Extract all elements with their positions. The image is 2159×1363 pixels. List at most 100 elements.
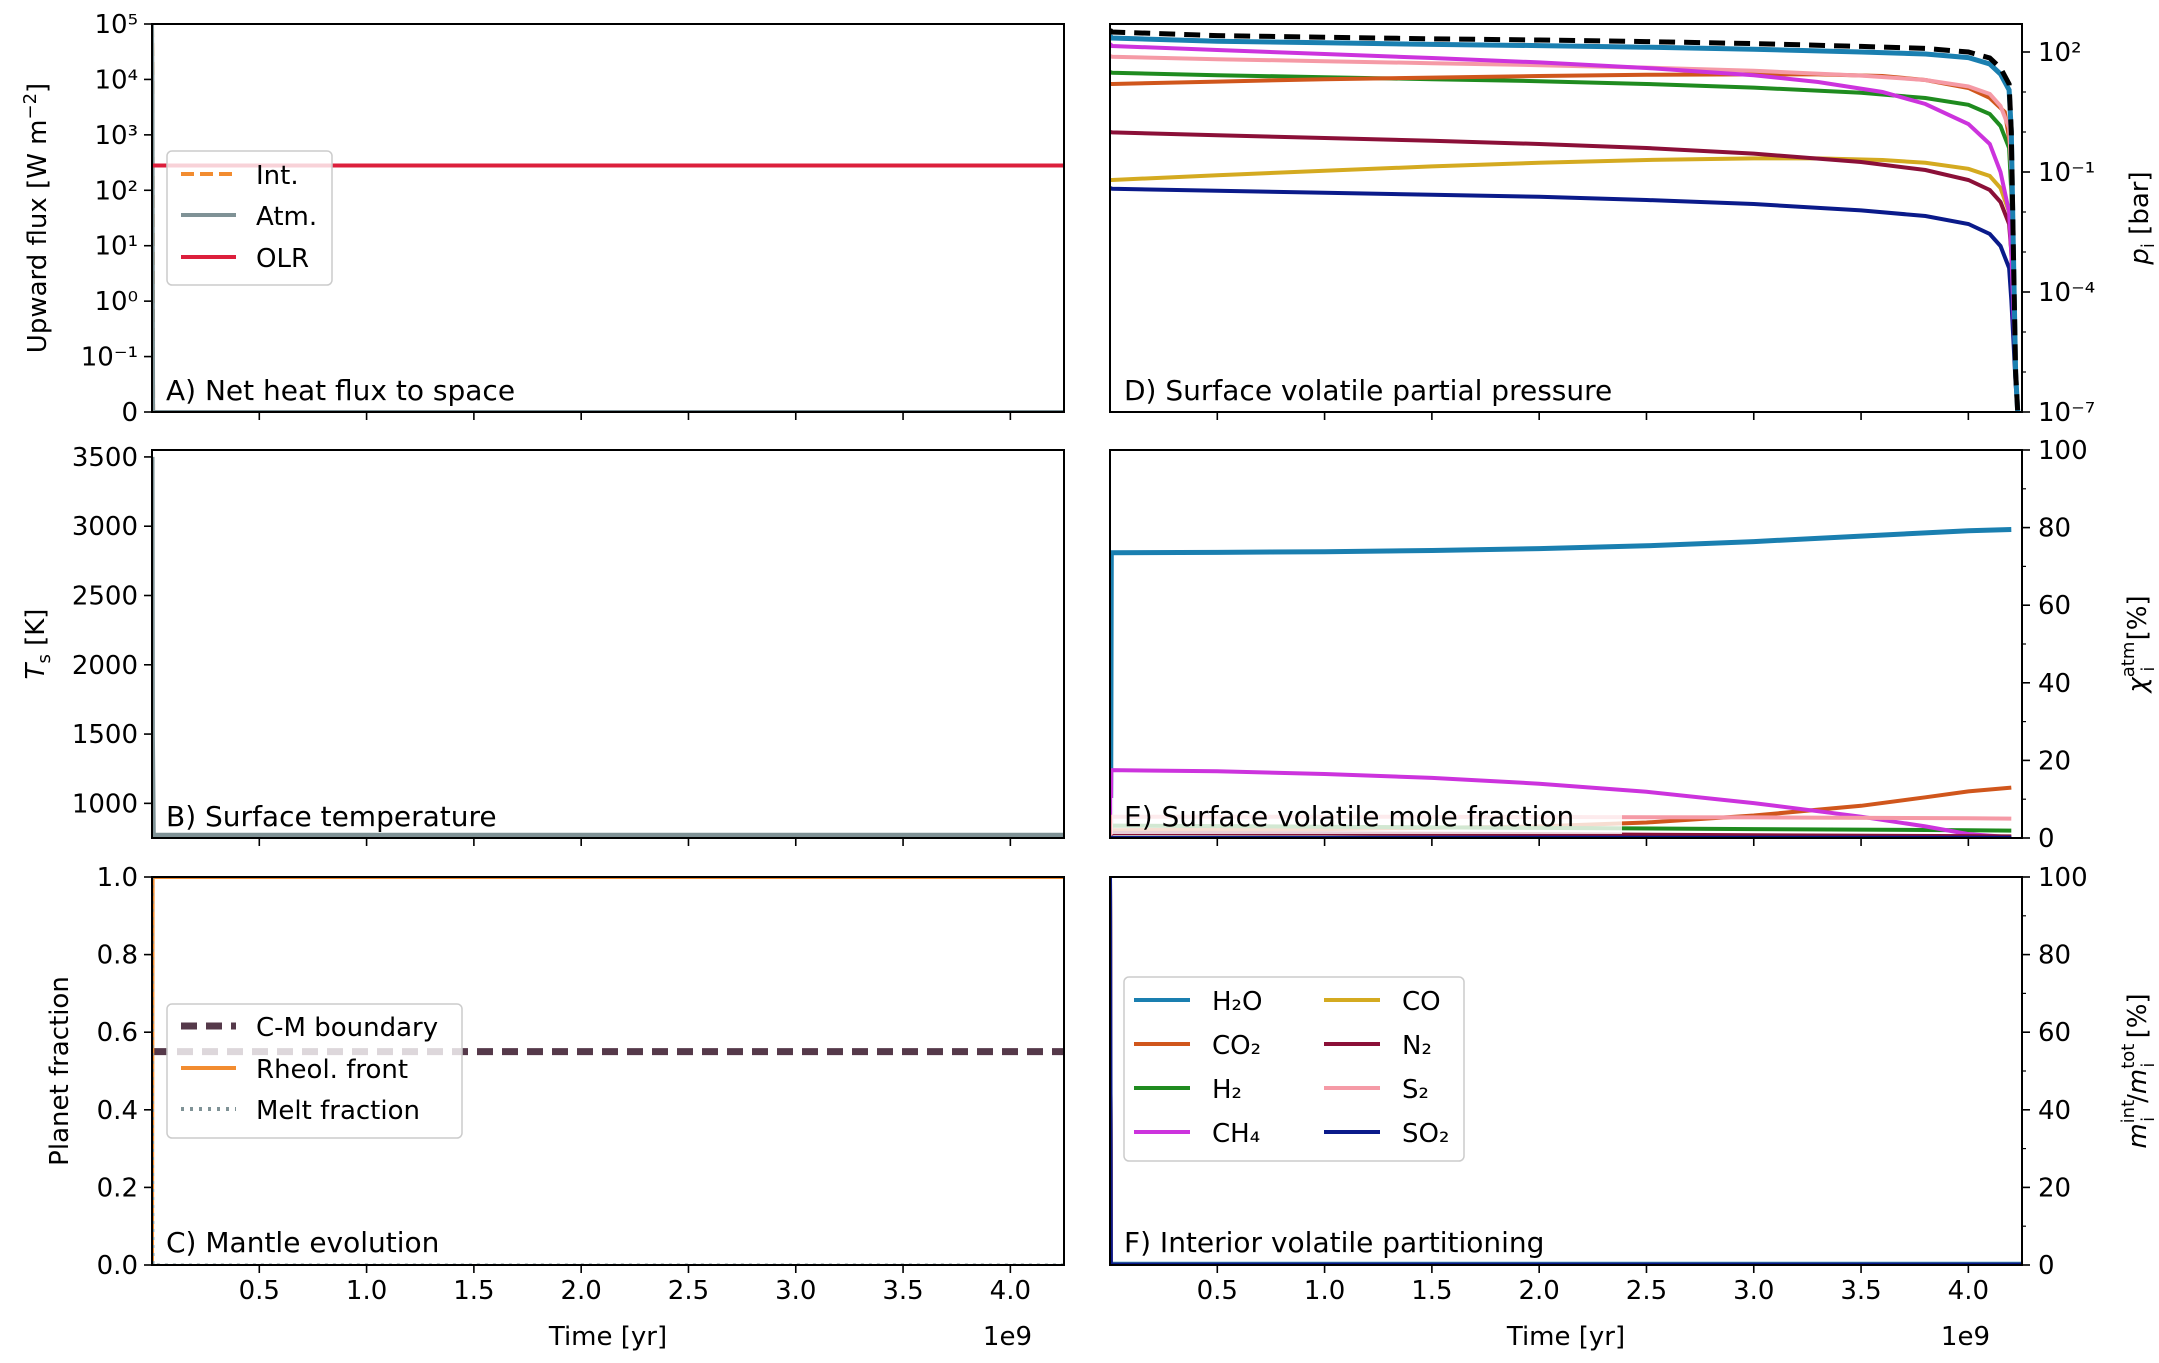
x-tick-label: 3.0 (1733, 1276, 1774, 1306)
panel-a-x-ticks (258, 412, 1012, 420)
y-tick-label: 10⁻¹ (2038, 158, 2095, 188)
panel-c-xlabel: Time [yr] (548, 1322, 667, 1352)
legend-cmb-label: C-M boundary (256, 1013, 438, 1043)
y-tick-label: 100 (2038, 436, 2088, 466)
x-tick-label: 1.0 (1304, 1276, 1345, 1306)
panel-f-x-ticks: 0.5 1.0 1.5 2.0 2.5 3.0 3.5 4.0 (1197, 1265, 1989, 1306)
panel-e: 0 20 40 60 80 100 E) Surface volatile mole fr… (1109, 436, 2159, 854)
panel-f-ylabel: minti/mtoti [%] (2118, 993, 2159, 1148)
legend-melt-label: Melt fraction (256, 1096, 420, 1126)
panel-b-x-ticks (258, 838, 1012, 846)
y-tick-label: 0 (121, 398, 138, 428)
y-tick-label: 80 (2038, 941, 2071, 971)
panel-a-title: A) Net heat flux to space (166, 374, 515, 407)
legend-co-label: CO (1402, 987, 1441, 1017)
panel-e-title-backdrop (1112, 798, 1622, 834)
panel-c-x-ticks: 0.5 1.0 1.5 2.0 2.5 3.0 3.5 4.0 (239, 1265, 1031, 1306)
panel-a: 0 10⁻¹ 10⁰ 10¹ 10² 10³ 10⁴ 10⁵ A) Net heat flux… (20, 10, 1065, 428)
panel-c-title: C) Mantle evolution (166, 1226, 439, 1259)
legend-s2-label: S₂ (1402, 1075, 1429, 1105)
panel-b-title: B) Surface temperature (166, 800, 497, 833)
y-tick-label: 2000 (72, 651, 138, 681)
panel-f-y-ticks: 0 20 40 60 80 100 (2022, 863, 2088, 1281)
panel-e-lines (1110, 527, 2012, 838)
y-tick-label: 0.4 (97, 1096, 138, 1126)
legend-n2-label: N₂ (1402, 1031, 1432, 1061)
legend-box (166, 150, 333, 286)
panel-e-frame (1109, 449, 2023, 839)
panel-d-y-ticks: 10⁻⁷ 10⁻⁴ 10⁻¹ 10² (2022, 38, 2095, 428)
series-t-s (152, 456, 1064, 838)
series-co2 (1110, 72, 2020, 412)
y-tick-label: 10⁰ (94, 287, 138, 317)
panel-f-xlabel: Time [yr] (1506, 1322, 1625, 1352)
panel-c-frame (151, 876, 1065, 1266)
panel-b: 1000 1500 2000 2500 3000 3500 B) Surface temp… (21, 443, 1065, 846)
y-tick-label: 0 (2038, 824, 2055, 854)
y-tick-label: 10⁵ (94, 10, 138, 40)
x-tick-label: 1.5 (1411, 1276, 1452, 1306)
y-tick-label: 0.0 (97, 1251, 138, 1281)
panel-e-ylabel: χatmi [%] (2118, 595, 2159, 694)
series-ch4 (1110, 768, 2012, 838)
y-tick-label: 0.2 (97, 1173, 138, 1203)
y-tick-label: 80 (2038, 514, 2071, 544)
panel-a-y-ticks: 0 10⁻¹ 10⁰ 10¹ 10² 10³ 10⁴ 10⁵ (81, 10, 152, 428)
panel-e-y-ticks: 0 20 40 60 80 100 (2022, 436, 2088, 854)
panel-b-ylabel: Ts [K] (21, 609, 55, 680)
x-tick-label: 3.5 (882, 1276, 923, 1306)
series-total (1110, 28, 2021, 412)
panel-b-lines (152, 456, 1064, 838)
panel-d-ylabel: pi [bar] (2125, 171, 2159, 265)
panel-c-y-ticks: 0.0 0.2 0.4 0.6 0.8 1.0 (97, 863, 152, 1281)
x-tick-label: 4.0 (990, 1276, 1031, 1306)
panel-f: 0 20 40 60 80 100 0.5 1.0 1.5 2.0 2.5 3.0 3.5 4.0 F)… (1109, 863, 2159, 1352)
panel-f-x-offset: 1e9 (1941, 1322, 1990, 1352)
series-h2 (1110, 70, 2020, 412)
panel-d-lines (1110, 28, 2021, 412)
y-tick-label: 60 (2038, 1018, 2071, 1048)
y-tick-label: 100 (2038, 863, 2088, 893)
x-tick-label: 4.0 (1948, 1276, 1989, 1306)
series-s2 (1110, 54, 2020, 412)
panel-d-x-ticks (1216, 412, 1970, 420)
x-tick-label: 2.5 (1626, 1276, 1667, 1306)
legend-so2-label: SO₂ (1402, 1119, 1449, 1149)
legend-h2o-label: H₂O (1212, 987, 1262, 1017)
y-tick-label: 1500 (72, 720, 138, 750)
x-tick-label: 2.0 (560, 1276, 601, 1306)
y-tick-label: 40 (2038, 669, 2071, 699)
y-tick-label: 60 (2038, 591, 2071, 621)
y-tick-label: 10⁻⁴ (2038, 278, 2095, 308)
y-tick-label: 1000 (72, 789, 138, 819)
legend-box (1123, 976, 1465, 1162)
legend-ch4-label: CH₄ (1212, 1119, 1260, 1149)
x-tick-label: 0.5 (239, 1276, 280, 1306)
y-tick-label: 1.0 (97, 863, 138, 893)
panel-d: 10⁻⁷ 10⁻⁴ 10⁻¹ 10² D) Surface volatile part… (1109, 23, 2159, 428)
x-tick-label: 1.5 (453, 1276, 494, 1306)
x-tick-label: 1.0 (346, 1276, 387, 1306)
x-tick-label: 3.5 (1840, 1276, 1881, 1306)
panel-f-legend: H₂O CO₂ H₂ CH₄ CO N₂ S₂ SO₂ (1123, 976, 1465, 1162)
panel-e-title: E) Surface volatile mole fraction (1124, 800, 1574, 833)
panel-b-frame (151, 449, 1065, 839)
legend-rheol-label: Rheol. front (256, 1055, 408, 1085)
panel-a-ylabel: Upward flux [W m−2] (20, 83, 53, 353)
panel-c-legend: C-M boundary Rheol. front Melt fraction (166, 1003, 463, 1139)
panel-b-y-ticks: 1000 1500 2000 2500 3000 3500 (72, 443, 152, 819)
y-tick-label: 3500 (72, 443, 138, 473)
panel-d-frame (1109, 23, 2023, 413)
y-tick-label: 10¹ (94, 232, 138, 262)
y-tick-label: 40 (2038, 1096, 2071, 1126)
x-tick-label: 2.5 (668, 1276, 709, 1306)
panel-a-legend: Int. Atm. OLR (166, 150, 333, 286)
legend-atm-label: Atm. (256, 202, 317, 232)
y-tick-label: 0.8 (97, 941, 138, 971)
panel-c-ylabel: Planet fraction (45, 976, 75, 1166)
legend-h2-label: H₂ (1212, 1075, 1242, 1105)
x-tick-label: 2.0 (1518, 1276, 1559, 1306)
legend-olr-label: OLR (256, 244, 309, 274)
y-tick-label: 0.6 (97, 1018, 138, 1048)
